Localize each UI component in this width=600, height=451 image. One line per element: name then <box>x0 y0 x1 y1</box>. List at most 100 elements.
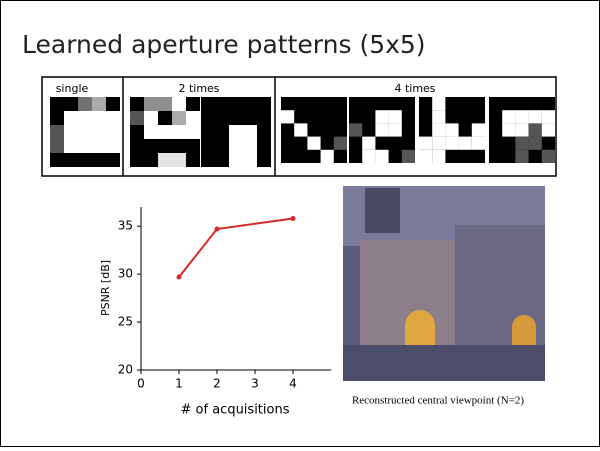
pattern-cell <box>92 97 106 111</box>
pattern-bg <box>281 97 347 163</box>
pattern-cell <box>362 137 375 150</box>
pattern-cell <box>334 137 347 150</box>
pattern-cell <box>375 110 388 123</box>
photo-arch <box>512 315 536 345</box>
pattern-cell <box>515 150 528 163</box>
pattern-cell <box>419 137 432 150</box>
pattern-cell <box>92 111 106 125</box>
pattern-cell <box>419 150 432 163</box>
group-label: single <box>56 82 89 95</box>
pattern-cell <box>186 111 200 125</box>
x-tick-label: 0 <box>137 377 145 391</box>
pattern-cell <box>472 123 485 136</box>
pattern-cell <box>78 111 92 125</box>
data-point <box>291 216 296 221</box>
pattern-cell <box>432 110 445 123</box>
pattern-cell <box>106 125 120 139</box>
pattern-cell <box>432 137 445 150</box>
pattern-cell <box>294 123 307 136</box>
slide-title: Learned aperture patterns (5x5) <box>22 30 426 59</box>
pattern-cell <box>432 150 445 163</box>
pattern-cell <box>362 150 375 163</box>
pattern-cell <box>106 139 120 153</box>
y-tick-label: 35 <box>118 219 133 233</box>
y-tick-label: 25 <box>118 315 133 329</box>
data-point <box>177 274 182 279</box>
pattern-cell <box>186 125 200 139</box>
x-tick-label: 1 <box>175 377 183 391</box>
pattern-cell <box>92 125 106 139</box>
y-tick-label: 20 <box>118 363 133 377</box>
pattern-cell <box>172 153 186 167</box>
group-label: 2 times <box>178 82 219 95</box>
pattern-cell <box>432 97 445 110</box>
pattern-cell <box>78 125 92 139</box>
pattern-cell <box>158 97 172 111</box>
pattern-cell <box>229 139 243 153</box>
pattern-cell <box>144 111 158 125</box>
pattern-cell <box>542 110 555 123</box>
pattern-cell <box>158 153 172 167</box>
pattern-cell <box>229 125 243 139</box>
pattern-cell <box>130 111 144 125</box>
pattern-cell <box>502 110 515 123</box>
pattern-cell <box>50 125 64 139</box>
pattern-cell <box>529 137 542 150</box>
pattern-cell <box>502 123 515 136</box>
data-point <box>215 227 220 232</box>
x-tick-label: 2 <box>213 377 221 391</box>
photo-tower <box>365 188 400 233</box>
photo-caption: Reconstructed central viewpoint (N=2) <box>352 395 524 407</box>
pattern-cell <box>50 139 64 153</box>
pattern-cell <box>321 150 334 163</box>
pattern-cell <box>172 97 186 111</box>
pattern-cell <box>243 139 257 153</box>
photo <box>343 186 545 381</box>
x-axis-label: # of acquisitions <box>181 403 290 418</box>
slide: Learned aperture patterns (5x5) single 2… <box>0 0 600 447</box>
pattern-cell <box>349 123 362 136</box>
pattern-cell <box>64 125 78 139</box>
pattern-strip: single 2 times 4 times <box>42 77 556 176</box>
pattern-cell <box>529 110 542 123</box>
group-label: 4 times <box>394 82 435 95</box>
y-axis-label: PSNR [dB] <box>99 260 112 316</box>
pattern-cell <box>375 123 388 136</box>
pattern-cell <box>229 153 243 167</box>
pattern-cell <box>243 153 257 167</box>
pattern-cell <box>92 139 106 153</box>
pattern-cell <box>64 139 78 153</box>
pattern-cell <box>144 97 158 111</box>
x-tick-label: 3 <box>251 377 259 391</box>
pattern-cell <box>472 137 485 150</box>
x-tick-label: 4 <box>289 377 297 391</box>
pattern-cell <box>281 110 294 123</box>
pattern-cell <box>375 150 388 163</box>
pattern-cell <box>445 123 458 136</box>
pattern-cell <box>172 111 186 125</box>
pattern-cell <box>459 137 472 150</box>
pattern-cell <box>172 125 186 139</box>
pattern-cell <box>106 111 120 125</box>
pattern-cell <box>389 110 402 123</box>
photo-ground <box>343 345 545 381</box>
pattern-cell <box>515 110 528 123</box>
pattern-cell <box>64 111 78 125</box>
pattern-cell <box>515 123 528 136</box>
pattern-cell <box>78 139 92 153</box>
pattern-cell <box>78 97 92 111</box>
pattern-cell <box>542 150 555 163</box>
pattern-cell <box>432 123 445 136</box>
pattern-cell <box>445 137 458 150</box>
pattern-cell <box>243 125 257 139</box>
y-tick-label: 30 <box>118 267 133 281</box>
pattern-cell <box>144 125 158 139</box>
pattern-cell <box>542 123 555 136</box>
photo-arch <box>405 310 435 345</box>
pattern-cell <box>515 137 528 150</box>
pattern-cell <box>158 125 172 139</box>
pattern-cell <box>402 150 415 163</box>
pattern-cell <box>529 123 542 136</box>
pattern-cell <box>307 137 320 150</box>
pattern-cell <box>389 123 402 136</box>
